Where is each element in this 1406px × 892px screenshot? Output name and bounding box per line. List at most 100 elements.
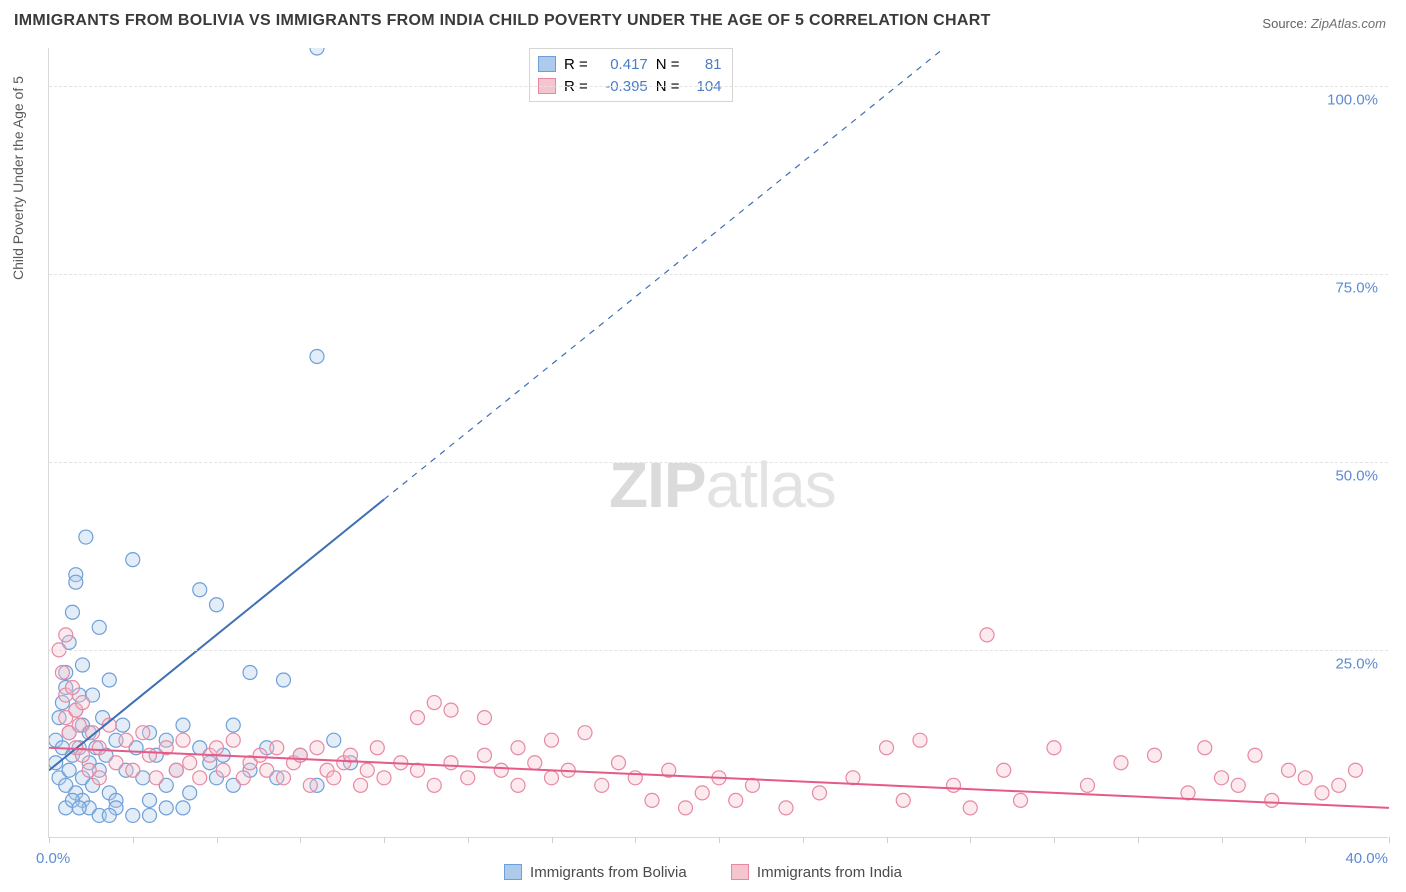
y-axis-label: Child Poverty Under the Age of 5 xyxy=(10,76,26,280)
data-point xyxy=(109,756,123,770)
data-point xyxy=(183,756,197,770)
x-tick xyxy=(1054,837,1055,843)
x-tick xyxy=(468,837,469,843)
data-point xyxy=(444,703,458,717)
data-point xyxy=(880,741,894,755)
data-point xyxy=(1014,793,1028,807)
gridline xyxy=(49,86,1388,87)
data-point xyxy=(427,696,441,710)
data-point xyxy=(370,741,384,755)
data-point xyxy=(354,778,368,792)
data-point xyxy=(243,665,257,679)
data-point xyxy=(226,718,240,732)
data-point xyxy=(494,763,508,777)
data-point xyxy=(76,658,90,672)
data-point xyxy=(545,733,559,747)
data-point xyxy=(511,778,525,792)
data-point xyxy=(210,741,224,755)
data-point xyxy=(92,620,106,634)
chart-plot-area: ZIPatlas R = 0.417 N = 81 R = -0.395 N =… xyxy=(48,48,1388,838)
data-point xyxy=(193,583,207,597)
page-title: IMMIGRANTS FROM BOLIVIA VS IMMIGRANTS FR… xyxy=(14,12,991,30)
data-point xyxy=(216,763,230,777)
x-tick xyxy=(133,837,134,843)
data-point xyxy=(310,349,324,363)
x-tick xyxy=(384,837,385,843)
data-point xyxy=(813,786,827,800)
y-tick-label: 50.0% xyxy=(1335,467,1378,484)
data-point xyxy=(303,778,317,792)
data-point xyxy=(176,718,190,732)
data-point xyxy=(253,748,267,762)
x-tick xyxy=(217,837,218,843)
data-point xyxy=(119,733,133,747)
data-point xyxy=(176,801,190,815)
legend-swatch-bolivia xyxy=(504,864,522,880)
source-label: Source: xyxy=(1262,16,1307,31)
gridline xyxy=(49,274,1388,275)
y-tick-label: 100.0% xyxy=(1327,91,1378,108)
data-point xyxy=(427,778,441,792)
stats-swatch-bolivia xyxy=(538,56,556,72)
data-point xyxy=(1248,748,1262,762)
data-point xyxy=(116,718,130,732)
legend-label-bolivia: Immigrants from Bolivia xyxy=(530,864,687,881)
gridline xyxy=(49,650,1388,651)
data-point xyxy=(913,733,927,747)
data-point xyxy=(143,793,157,807)
data-point xyxy=(411,711,425,725)
data-point xyxy=(511,741,525,755)
data-point xyxy=(210,598,224,612)
data-point xyxy=(126,763,140,777)
data-point xyxy=(136,726,150,740)
data-point xyxy=(612,756,626,770)
legend-item-bolivia: Immigrants from Bolivia xyxy=(504,864,687,881)
stats-row-bolivia: R = 0.417 N = 81 xyxy=(538,53,722,75)
data-point xyxy=(1349,763,1363,777)
data-point xyxy=(72,801,86,815)
data-point xyxy=(92,741,106,755)
data-point xyxy=(779,801,793,815)
data-point xyxy=(169,763,183,777)
data-point xyxy=(176,733,190,747)
data-point xyxy=(478,711,492,725)
stats-r-label: R = xyxy=(564,56,588,73)
x-tick xyxy=(1305,837,1306,843)
data-point xyxy=(1298,771,1312,785)
data-point xyxy=(360,763,374,777)
data-point xyxy=(1265,793,1279,807)
correlation-stats-box: R = 0.417 N = 81 R = -0.395 N = 104 xyxy=(529,48,733,102)
data-point xyxy=(578,726,592,740)
data-point xyxy=(377,771,391,785)
data-point xyxy=(59,628,73,642)
x-tick xyxy=(1138,837,1139,843)
data-point xyxy=(1215,771,1229,785)
data-point xyxy=(545,771,559,785)
x-tick xyxy=(887,837,888,843)
data-point xyxy=(310,741,324,755)
data-point xyxy=(65,605,79,619)
data-point xyxy=(159,801,173,815)
legend: Immigrants from Bolivia Immigrants from … xyxy=(0,864,1406,885)
x-tick xyxy=(970,837,971,843)
data-point xyxy=(62,763,76,777)
data-point xyxy=(270,741,284,755)
data-point xyxy=(143,748,157,762)
data-point xyxy=(729,793,743,807)
data-point xyxy=(260,763,274,777)
y-tick-label: 75.0% xyxy=(1335,279,1378,296)
data-point xyxy=(1198,741,1212,755)
data-point xyxy=(126,808,140,822)
data-point xyxy=(65,681,79,695)
data-point xyxy=(896,793,910,807)
data-point xyxy=(980,628,994,642)
data-point xyxy=(645,793,659,807)
data-point xyxy=(310,48,324,55)
data-point xyxy=(226,733,240,747)
data-point xyxy=(277,673,291,687)
data-point xyxy=(92,771,106,785)
data-point xyxy=(461,771,475,785)
data-point xyxy=(126,553,140,567)
x-tick xyxy=(1389,837,1390,843)
y-tick-label: 25.0% xyxy=(1335,655,1378,672)
